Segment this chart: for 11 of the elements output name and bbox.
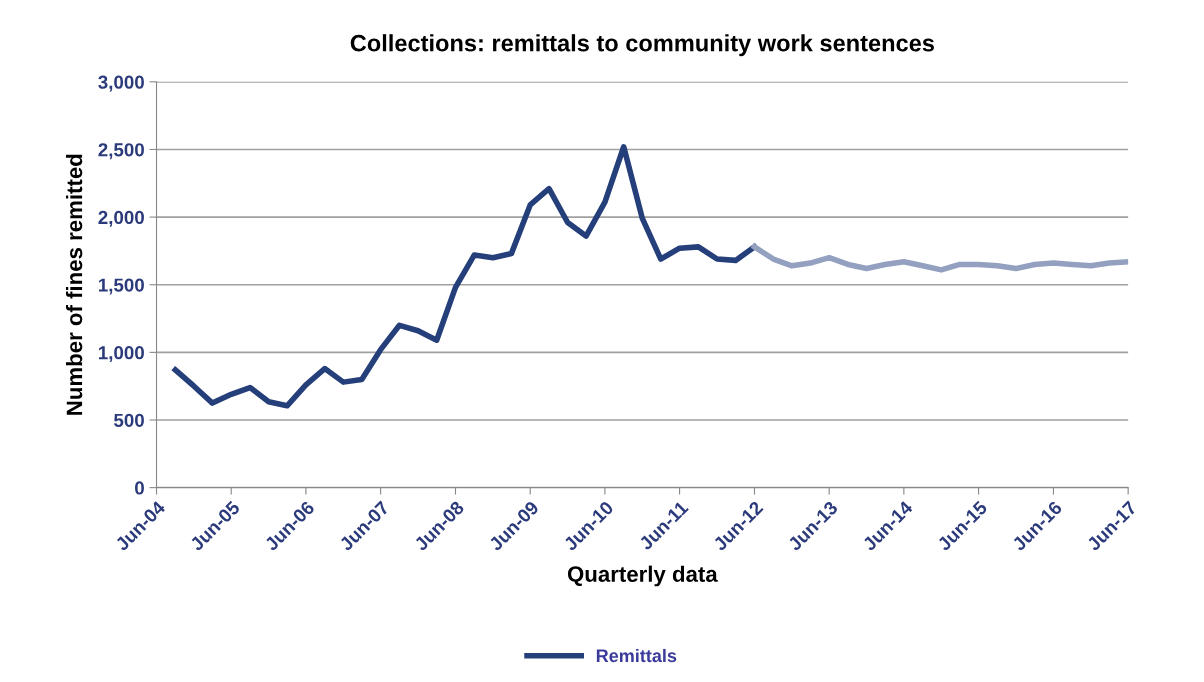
y-tick-label: 1,500 [98, 278, 144, 295]
legend-label: Remittals [596, 648, 677, 663]
y-tick-label: 1,000 [98, 346, 144, 363]
y-tick-label: 500 [114, 413, 144, 427]
y-tick-label: 2,500 [98, 143, 144, 160]
y-tick-label: 0 [135, 481, 144, 495]
x-axis-title: Quarterly data [567, 565, 718, 587]
chart-title: Collections: remittals to community work sentences [350, 34, 934, 57]
y-tick-label: 3,000 [98, 75, 144, 92]
y-tick-label: 2,000 [98, 210, 144, 227]
y-axis-title: Number of fines remitted [65, 154, 83, 415]
